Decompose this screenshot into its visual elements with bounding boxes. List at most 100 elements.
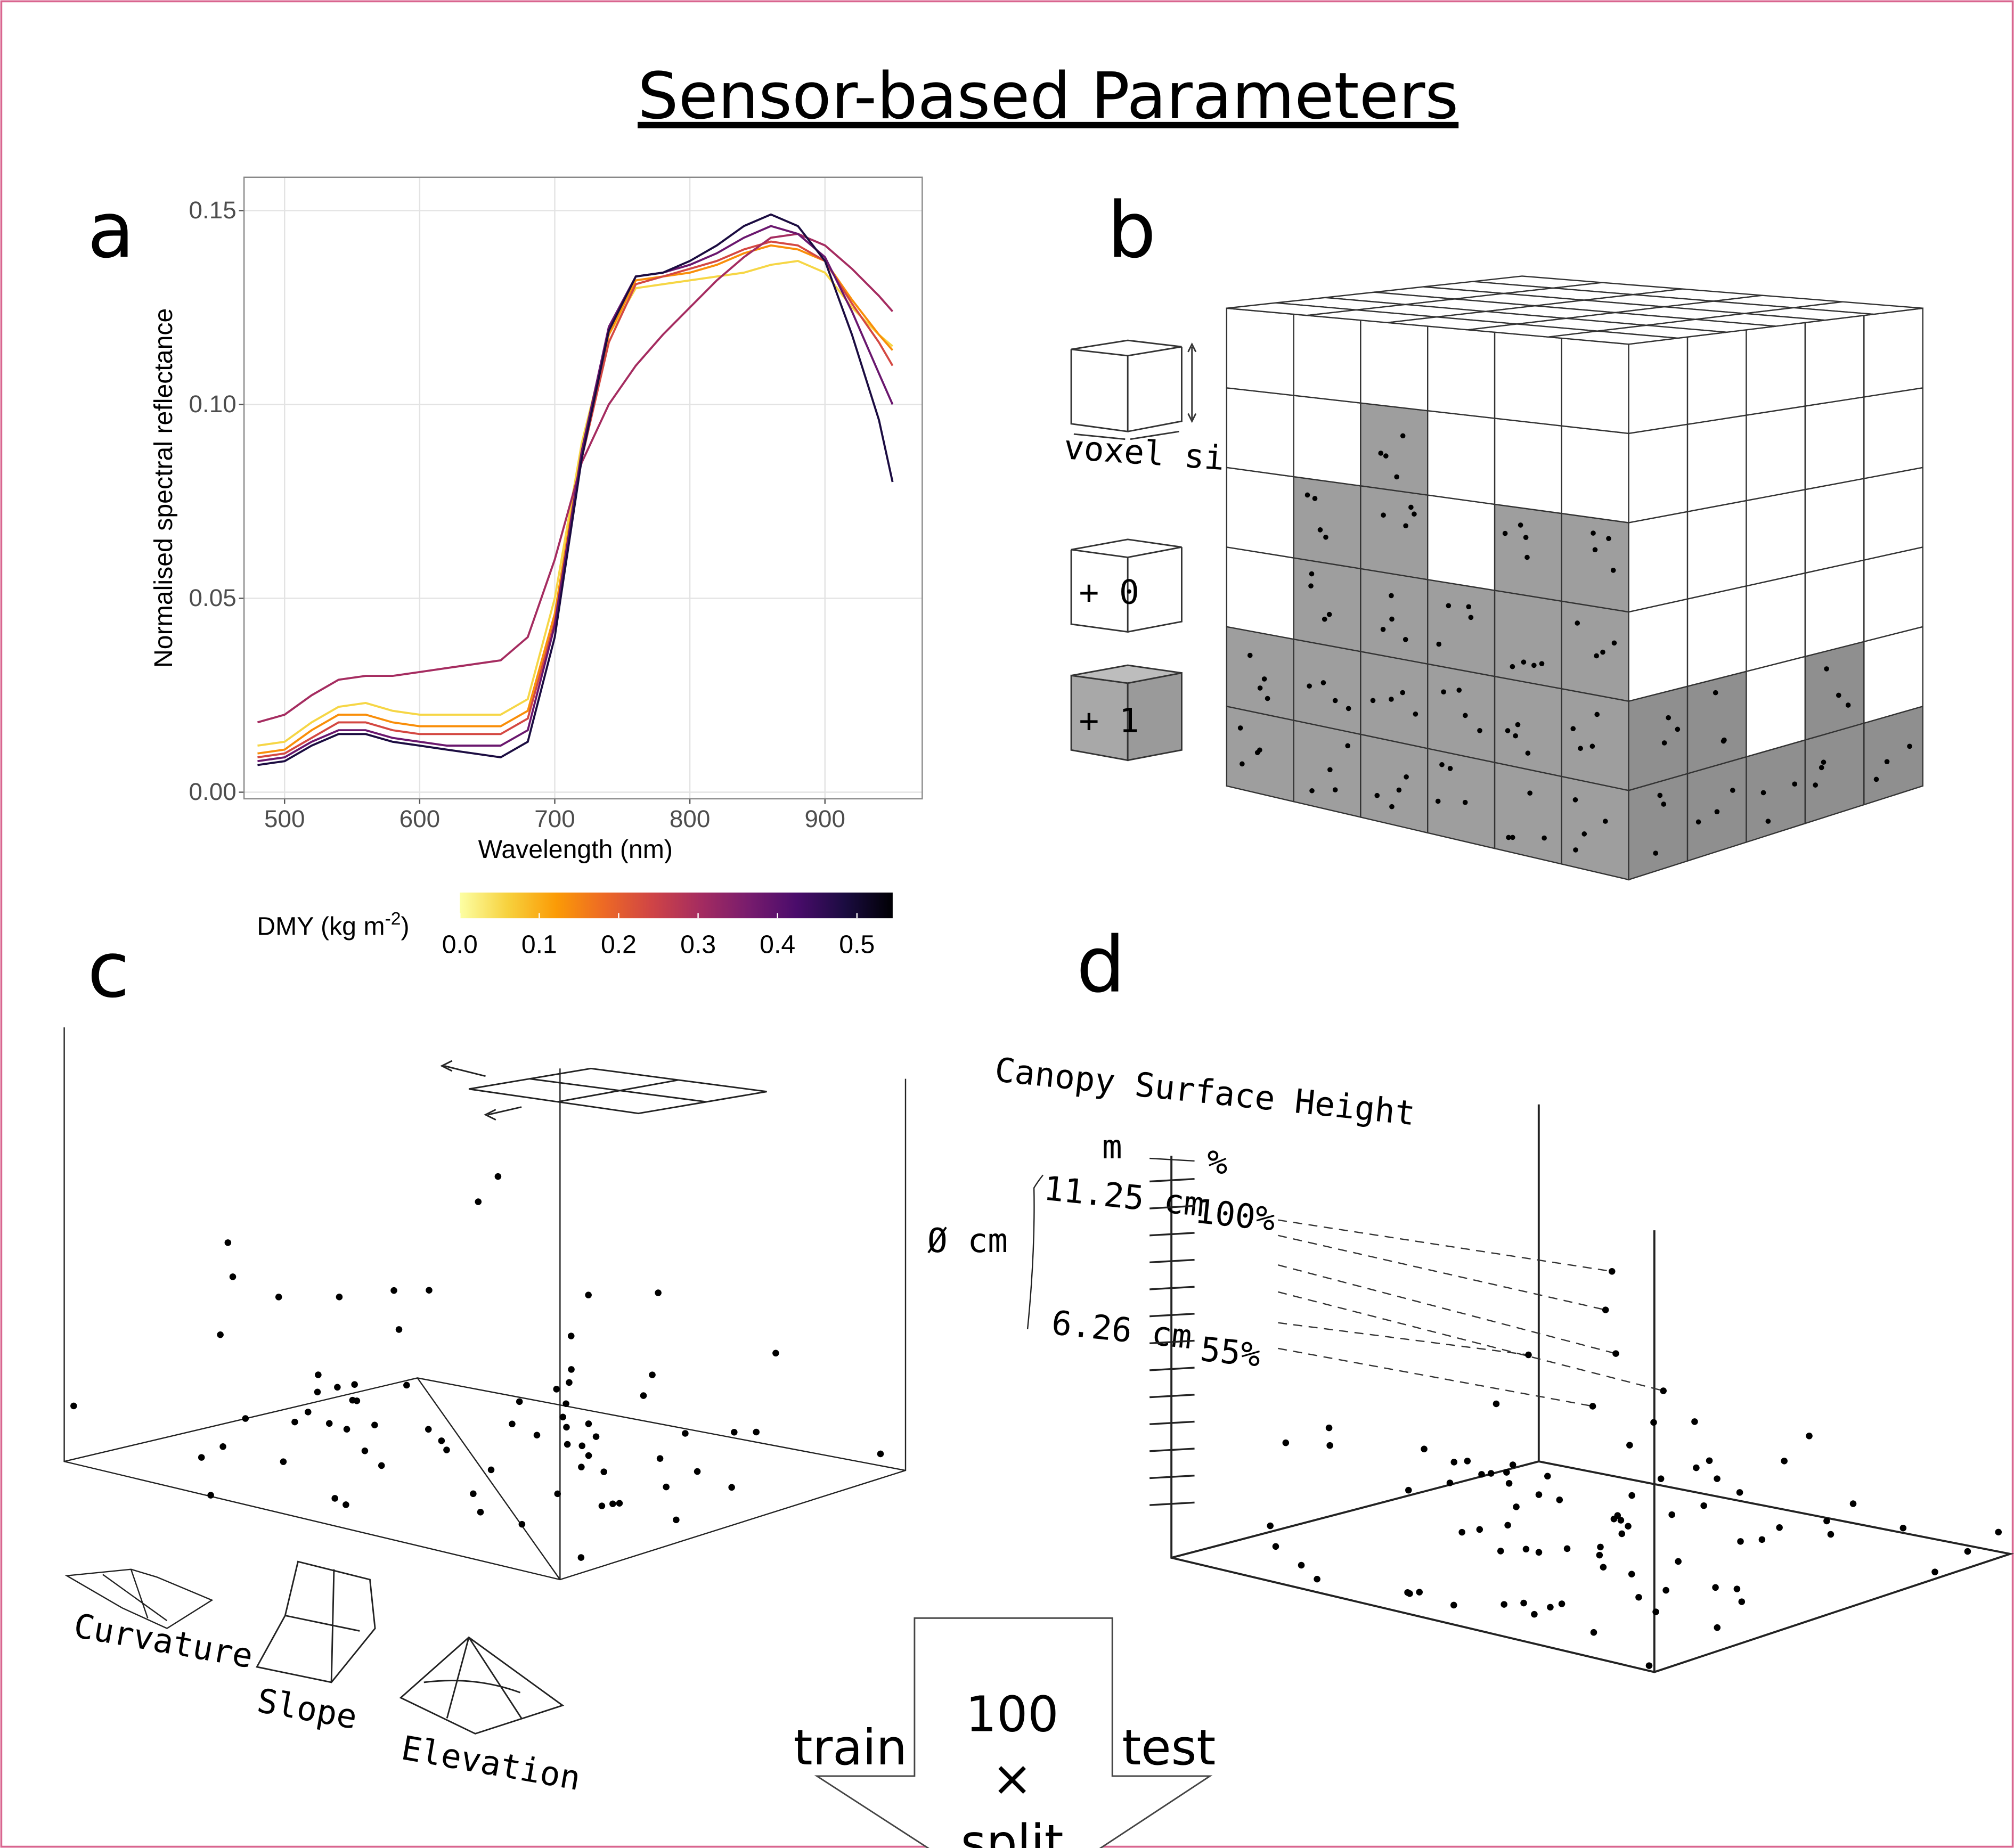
point — [1458, 1528, 1465, 1536]
point — [1781, 1458, 1788, 1465]
x-tick-label: 600 — [399, 805, 440, 832]
voxel-cell — [1686, 414, 1747, 513]
point — [1327, 767, 1333, 773]
point — [1265, 696, 1270, 701]
x-axis-label: Wavelength (nm) — [478, 835, 673, 864]
voxel-cell — [1746, 572, 1806, 673]
voxel-cell — [1863, 626, 1923, 724]
point — [1346, 706, 1351, 712]
point — [1661, 802, 1667, 807]
point — [877, 1450, 884, 1458]
point — [1563, 1545, 1571, 1552]
point — [728, 1484, 735, 1491]
voxel-cell — [1293, 638, 1361, 735]
voxel-cell — [1561, 688, 1629, 791]
point — [562, 1400, 569, 1408]
point — [1558, 1600, 1565, 1607]
point — [1332, 787, 1338, 792]
voxel-cell — [1628, 336, 1689, 435]
diameter-label: Ø cm — [927, 1221, 1008, 1260]
point — [1317, 527, 1323, 533]
point — [1590, 1629, 1597, 1636]
point — [1693, 1464, 1700, 1471]
point — [663, 1483, 670, 1491]
point — [1505, 728, 1511, 733]
voxel-cell — [1226, 546, 1294, 640]
point — [343, 1501, 349, 1508]
point — [1307, 683, 1312, 689]
point — [1617, 1517, 1625, 1524]
point — [559, 1413, 566, 1421]
point — [1589, 743, 1595, 749]
voxel-cell — [1360, 733, 1429, 834]
point — [1594, 653, 1599, 659]
panel-label: c — [87, 926, 130, 1015]
point — [1501, 1601, 1507, 1608]
dashed-arrow — [1277, 1264, 1616, 1354]
voxel-cell — [1293, 395, 1361, 487]
dashed-arrow — [1278, 1234, 1606, 1311]
point — [1309, 571, 1315, 577]
voxel-cell — [1686, 500, 1747, 600]
point — [1237, 725, 1243, 731]
point — [731, 1429, 738, 1436]
spectrum-line — [257, 213, 894, 766]
point — [1525, 1351, 1532, 1359]
point — [533, 1432, 541, 1439]
point — [1497, 1548, 1504, 1555]
point — [753, 1428, 760, 1436]
point — [1730, 788, 1735, 793]
point — [1845, 702, 1851, 708]
point — [305, 1409, 312, 1416]
point — [1345, 743, 1351, 749]
point — [1695, 819, 1701, 825]
point — [1413, 712, 1418, 717]
point — [331, 1495, 338, 1502]
point — [1597, 1543, 1604, 1551]
voxel-cell — [1360, 485, 1429, 580]
point — [315, 1371, 322, 1378]
point — [1522, 1546, 1530, 1553]
point — [1714, 809, 1720, 815]
point — [1247, 652, 1253, 658]
point — [1456, 688, 1462, 693]
point — [578, 1442, 586, 1450]
point — [1322, 616, 1327, 622]
point — [564, 1441, 571, 1448]
voxel-cell — [1494, 418, 1562, 514]
voxel-cell — [1561, 512, 1629, 613]
y-tick-label: 0.15 — [189, 197, 237, 224]
point — [1964, 1548, 1971, 1555]
point — [1446, 603, 1452, 609]
point — [1722, 737, 1727, 743]
voxel-top-cell — [1548, 330, 1678, 345]
colorbar — [460, 892, 893, 919]
voxel-cell — [1863, 467, 1923, 561]
point — [1592, 547, 1598, 553]
point — [1612, 1350, 1619, 1357]
point — [585, 1452, 592, 1459]
unit-m: m — [1102, 1127, 1122, 1166]
axis-tick — [1149, 1339, 1195, 1344]
terrain-box — [63, 1027, 907, 1735]
point — [1824, 666, 1829, 672]
point — [336, 1294, 343, 1301]
point — [516, 1398, 523, 1405]
point — [1257, 685, 1263, 691]
point — [1714, 1624, 1721, 1631]
point — [1370, 698, 1376, 704]
point — [1421, 1445, 1428, 1453]
point — [1610, 1515, 1618, 1523]
voxel-cell — [1226, 387, 1294, 478]
point — [242, 1415, 249, 1422]
y-tick-label: 0.10 — [189, 390, 237, 418]
point — [487, 1466, 495, 1474]
point — [1602, 819, 1608, 824]
colorbar-tick-label: 0.2 — [601, 930, 637, 959]
voxel-cell — [1628, 423, 1689, 524]
point — [1374, 792, 1380, 798]
voxel-cell — [1360, 402, 1429, 496]
point — [325, 1420, 333, 1427]
point — [1849, 1500, 1857, 1507]
voxel-cell — [1628, 773, 1689, 881]
